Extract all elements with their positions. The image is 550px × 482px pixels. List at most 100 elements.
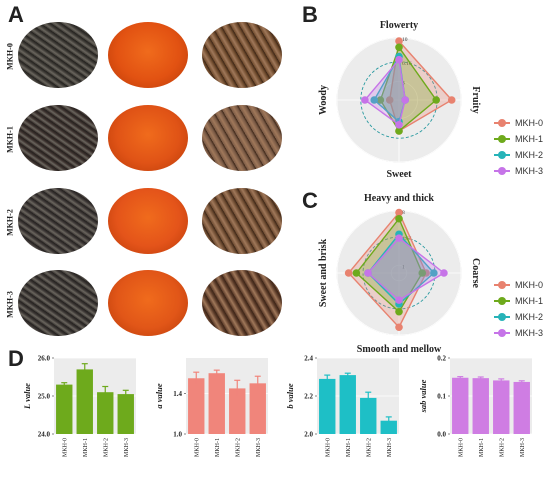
x-tick-label: MKH-2 <box>235 438 241 457</box>
x-tick-label: MKH-3 <box>124 438 130 457</box>
x-tick-label: MKH-0 <box>458 438 464 457</box>
radar-point <box>385 96 394 104</box>
y-tick-label: 1.0 <box>173 431 182 439</box>
legend-swatch <box>494 134 510 144</box>
tea-infusion-photo <box>108 270 188 336</box>
bar-chart-l-value: 24.0 25.0 26.0 L value MKH-0 MKH-1 MKH-2 MKH-3 <box>22 355 136 457</box>
tea-infusion-photo <box>108 105 188 171</box>
panel-label-c: C <box>302 188 318 213</box>
panel-label-a: A <box>8 2 24 27</box>
legend-label: MKH-3 <box>515 166 544 176</box>
tea-leaf-photo <box>18 22 98 88</box>
radar-point <box>395 121 403 129</box>
legend-swatch <box>494 150 510 160</box>
legend-swatch <box>494 280 510 290</box>
radar-point <box>352 269 361 277</box>
y-tick-label: 0.2 <box>437 355 446 363</box>
ring-label: 10 <box>402 37 408 43</box>
row-label: MKH-3 <box>5 291 15 318</box>
radar-point <box>447 96 456 104</box>
x-tick-label: MKH-0 <box>194 438 200 457</box>
radar-point <box>418 269 427 277</box>
radar-point <box>395 55 403 64</box>
x-tick-label: MKH-1 <box>479 438 485 457</box>
bar <box>513 381 530 434</box>
radar-point <box>395 307 403 316</box>
x-tick-label: MKH-0 <box>62 438 68 457</box>
y-tick-label: 25.0 <box>38 393 51 401</box>
legend-swatch <box>494 328 510 338</box>
x-tick-label: MKH-2 <box>366 438 372 457</box>
bar-chart-b-value: 2.0 2.2 2.4 b value MKH-0 MKH-1 MKH-2 MKH-3 <box>285 355 399 457</box>
legend-item: MKH-3 <box>494 328 543 338</box>
radar-point <box>432 96 440 104</box>
radar-point <box>440 269 448 277</box>
x-tick-label: MKH-1 <box>215 438 221 457</box>
legend-swatch <box>494 296 510 306</box>
radar-axis-label: Woody <box>318 85 329 115</box>
x-tick-label: MKH-2 <box>103 438 109 457</box>
legend-label: MKH-0 <box>515 280 544 290</box>
bar <box>229 388 246 434</box>
radar-axis-label: Fruity <box>470 86 481 113</box>
y-axis-label: sab value <box>418 379 428 413</box>
x-tick-label: MKH-0 <box>325 438 331 457</box>
bar <box>208 373 225 434</box>
x-tick-label: MKH-1 <box>83 438 89 457</box>
radar-point <box>395 208 403 217</box>
y-tick-label: 2.0 <box>304 431 313 439</box>
y-tick-label: 2.2 <box>304 393 313 401</box>
tea-infusion-photo <box>108 22 188 88</box>
x-tick-label: MKH-3 <box>387 438 393 457</box>
tea-infusion-photo <box>108 188 188 254</box>
bar <box>56 384 73 434</box>
bar <box>319 378 336 434</box>
tea-leaf-photo <box>18 188 98 254</box>
y-tick-label: 24.0 <box>38 431 51 439</box>
legend-label: MKH-1 <box>515 296 544 306</box>
radar-point <box>344 269 353 277</box>
ring-label: 6.16 <box>402 61 412 67</box>
radar-point <box>395 323 403 332</box>
radar-point <box>376 96 385 104</box>
x-tick-label: MKH-1 <box>346 438 352 457</box>
legend-label: MKH-2 <box>515 312 544 322</box>
x-tick-label: MKH-3 <box>256 438 262 457</box>
legend-swatch <box>494 118 510 128</box>
y-tick-label: 2.4 <box>304 355 313 363</box>
x-tick-label: MKH-3 <box>520 438 526 457</box>
bar-chart-sab-value: 0.0 0.1 0.2 sab value MKH-0 MKH-1 MKH-2 MKH-3 <box>418 355 532 457</box>
x-tick-label: MKH-2 <box>499 438 505 457</box>
y-tick-label: 26.0 <box>38 355 51 363</box>
radar-axis-label: Sweet <box>387 169 413 180</box>
bar <box>249 383 266 434</box>
radar-point <box>395 43 403 52</box>
legend-item: MKH-0 <box>494 118 543 128</box>
bar <box>360 397 377 434</box>
panel-label-b: B <box>302 2 318 27</box>
tea-leaf-photo <box>202 188 282 254</box>
radar-axis-label: Smooth and mellow <box>357 344 442 355</box>
bar <box>188 378 205 434</box>
legend-swatch <box>494 166 510 176</box>
bar-chart-a-value: 1.0 1.4 a value MKH-0 MKH-1 MKH-2 MKH-3 <box>154 358 268 457</box>
bar <box>76 369 93 434</box>
ring-label: 8 <box>402 210 405 216</box>
radar-point <box>395 214 403 223</box>
bar <box>472 378 489 434</box>
legend-item: MKH-3 <box>494 166 543 176</box>
bar <box>452 377 469 434</box>
bar <box>97 392 114 434</box>
legend-item: MKH-1 <box>494 134 543 144</box>
tea-leaf-photo <box>202 270 282 336</box>
radar-point <box>395 127 403 135</box>
radar-point <box>395 296 403 304</box>
radar-axis-label: Sweet and brisk <box>318 238 329 307</box>
radar-axis-label: Heavy and thick <box>364 193 434 204</box>
y-axis-label: a value <box>154 383 164 408</box>
y-axis-label: L value <box>22 383 32 410</box>
radar-point <box>370 96 378 104</box>
y-axis-label: b value <box>285 383 295 408</box>
row-label: MKH-2 <box>5 209 15 236</box>
